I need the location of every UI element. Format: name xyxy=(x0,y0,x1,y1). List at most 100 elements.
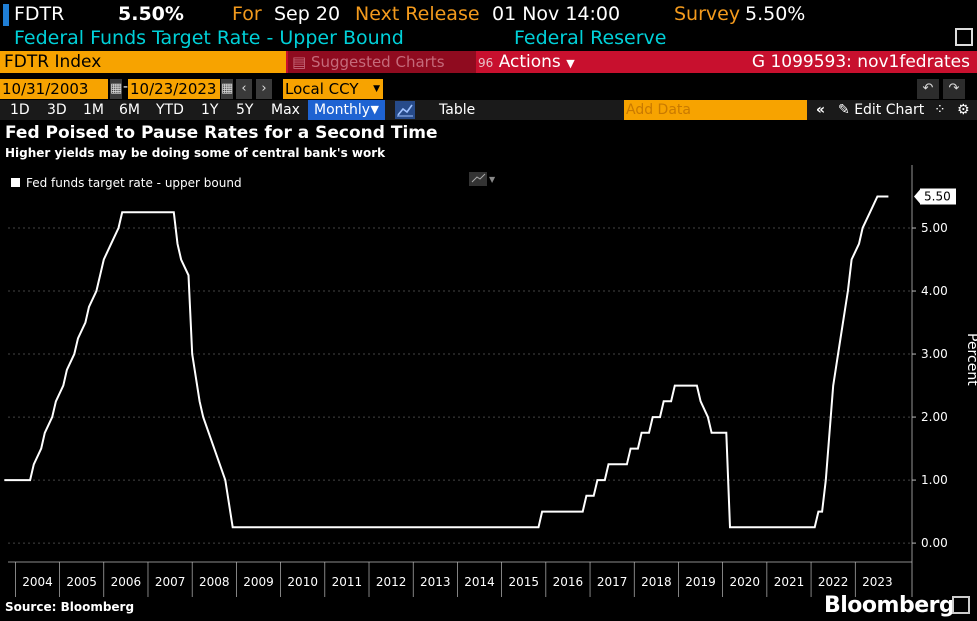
header-row: FDTR 5.50% For Sep 20 Next Release 01 No… xyxy=(0,0,977,28)
x-tick-label: 2020 xyxy=(729,575,760,589)
last-value-pointer xyxy=(914,189,920,204)
end-date-input[interactable]: 10/23/2023 xyxy=(128,79,220,99)
date-separator: - xyxy=(123,79,129,95)
security-marker xyxy=(3,4,9,26)
for-label: For xyxy=(232,3,262,25)
redo-icon[interactable]: ↷ xyxy=(943,79,965,99)
line-chart-icon[interactable] xyxy=(395,101,415,119)
ticker-input[interactable]: FDTR Index xyxy=(0,51,286,73)
x-tick-label: 2008 xyxy=(199,575,230,589)
add-data-input[interactable]: Add Data xyxy=(624,100,807,120)
fullscreen-icon[interactable] xyxy=(955,28,973,46)
start-date-input[interactable]: 10/31/2003 xyxy=(0,79,108,99)
survey-label: Survey xyxy=(674,3,741,25)
x-tick-label: 2017 xyxy=(597,575,628,589)
range-1m[interactable]: 1M xyxy=(83,102,104,118)
range-ytd[interactable]: YTD xyxy=(156,102,184,118)
last-value-box xyxy=(920,188,956,205)
for-date: Sep 20 xyxy=(274,3,341,25)
y-tick-label: 3.00 xyxy=(921,347,948,361)
y-axis: 0.00 1.00 2.00 3.00 4.00 5.00 5.50 xyxy=(911,165,956,597)
x-tick-label: 2011 xyxy=(332,575,363,589)
table-button[interactable]: Table xyxy=(439,102,476,118)
chart-type-icon-box xyxy=(469,172,487,186)
chart-code: G 1099593: nov1fedrates xyxy=(751,52,970,72)
last-value-label: 5.50 xyxy=(914,188,956,205)
y-tick-label: 1.00 xyxy=(921,473,948,487)
x-tick-label: 2022 xyxy=(818,575,849,589)
calendar-icon[interactable]: ▦ xyxy=(110,79,122,99)
suggested-charts-button[interactable]: ▤ Suggested Charts xyxy=(288,51,476,73)
x-tick-label: 2021 xyxy=(774,575,805,589)
range-1y[interactable]: 1Y xyxy=(201,102,219,118)
chart[interactable]: 2004 2005 2006 2007 2008 2009 2010 2011 2012 2013… xyxy=(0,165,977,597)
range-5y[interactable]: 5Y xyxy=(236,102,254,118)
last-value-text: 5.50 xyxy=(924,190,951,204)
y-tick-label: 0.00 xyxy=(921,536,948,550)
range-toolbar xyxy=(0,100,977,120)
survey-value: 5.50% xyxy=(745,3,806,25)
x-tick-label: 2009 xyxy=(243,575,274,589)
actions-label: Actions xyxy=(498,52,561,72)
bloomberg-logo: Bloomberg xyxy=(824,593,955,618)
y-tick-label: 5.00 xyxy=(921,221,948,235)
legend-label: Fed funds target rate - upper bound xyxy=(26,176,242,190)
chart-type-icon[interactable]: ▼ xyxy=(469,172,496,186)
chevron-down-icon: ▼ xyxy=(373,84,380,94)
undo-icon[interactable]: ↶ xyxy=(917,79,939,99)
range-1d[interactable]: 1D xyxy=(10,102,30,118)
legend-swatch xyxy=(11,178,20,187)
x-tick-label: 2015 xyxy=(508,575,539,589)
expand-icon[interactable] xyxy=(952,596,970,614)
x-tick-label: 2014 xyxy=(464,575,495,589)
currency-select[interactable]: Local CCY ▼ xyxy=(283,79,383,99)
current-value: 5.50% xyxy=(118,3,184,25)
next-release-date: 01 Nov 14:00 xyxy=(492,3,621,25)
y-tick-label: 2.00 xyxy=(921,410,948,424)
collapse-icon[interactable]: « xyxy=(816,102,826,118)
line-chart-icon-glyph xyxy=(397,104,413,117)
chart-title: Fed Poised to Pause Rates for a Second T… xyxy=(5,123,438,143)
x-tick-label: 2005 xyxy=(66,575,97,589)
grid xyxy=(8,227,912,544)
chart-subtitle: Higher yields may be doing some of centr… xyxy=(5,146,386,160)
chart-icon: ▤ xyxy=(292,53,311,71)
y-axis-label: Percent xyxy=(964,333,977,386)
calendar-icon[interactable]: ▦ xyxy=(221,79,233,99)
gear-icon[interactable]: ⚙ xyxy=(957,102,970,118)
chevron-right-icon[interactable]: › xyxy=(256,79,272,99)
y-tick-label: 4.00 xyxy=(921,284,948,298)
chevron-left-icon[interactable]: ‹ xyxy=(236,79,252,99)
x-tick-label: 2012 xyxy=(376,575,407,589)
next-release-label: Next Release xyxy=(355,3,480,25)
x-tick-label: 2023 xyxy=(862,575,893,589)
series-line[interactable] xyxy=(4,195,889,529)
x-tick-label: 2004 xyxy=(22,575,53,589)
range-3d[interactable]: 3D xyxy=(47,102,67,118)
ticker-short[interactable]: FDTR xyxy=(14,3,65,25)
security-description: Federal Funds Target Rate - Upper Bound xyxy=(14,27,404,49)
range-max[interactable]: Max xyxy=(271,102,300,118)
chart-type-icon-glyph xyxy=(471,173,486,183)
pencil-icon: ✎ xyxy=(838,102,850,118)
legend: Fed funds target rate - upper bound xyxy=(11,176,242,190)
x-tick-label: 2006 xyxy=(111,575,142,589)
actions-menu[interactable]: 96 Actions ▼ xyxy=(478,51,593,73)
frequency-select[interactable]: Monthly ▼ xyxy=(308,100,385,120)
source-note: Source: Bloomberg xyxy=(5,600,135,614)
x-tick-label: 2016 xyxy=(553,575,584,589)
x-tick-label: 2007 xyxy=(155,575,186,589)
chevron-down-icon: ▼ xyxy=(370,103,379,116)
x-tick-label: 2019 xyxy=(685,575,716,589)
chevron-down-icon: ▼ xyxy=(489,175,496,184)
chevron-down-icon: ▼ xyxy=(566,57,575,70)
edit-chart-button[interactable]: ✎ Edit Chart xyxy=(838,102,925,118)
more-icon[interactable]: ⁘ xyxy=(934,102,946,118)
x-tick-label: 2013 xyxy=(420,575,451,589)
range-6m[interactable]: 6M xyxy=(119,102,140,118)
source-organization: Federal Reserve xyxy=(514,27,667,49)
x-tick-label: 2018 xyxy=(641,575,672,589)
actions-number: 96 xyxy=(478,56,494,70)
x-tick-label: 2010 xyxy=(287,575,318,589)
x-axis: 2004 2005 2006 2007 2008 2009 2010 2011 2012 2013… xyxy=(8,561,912,597)
